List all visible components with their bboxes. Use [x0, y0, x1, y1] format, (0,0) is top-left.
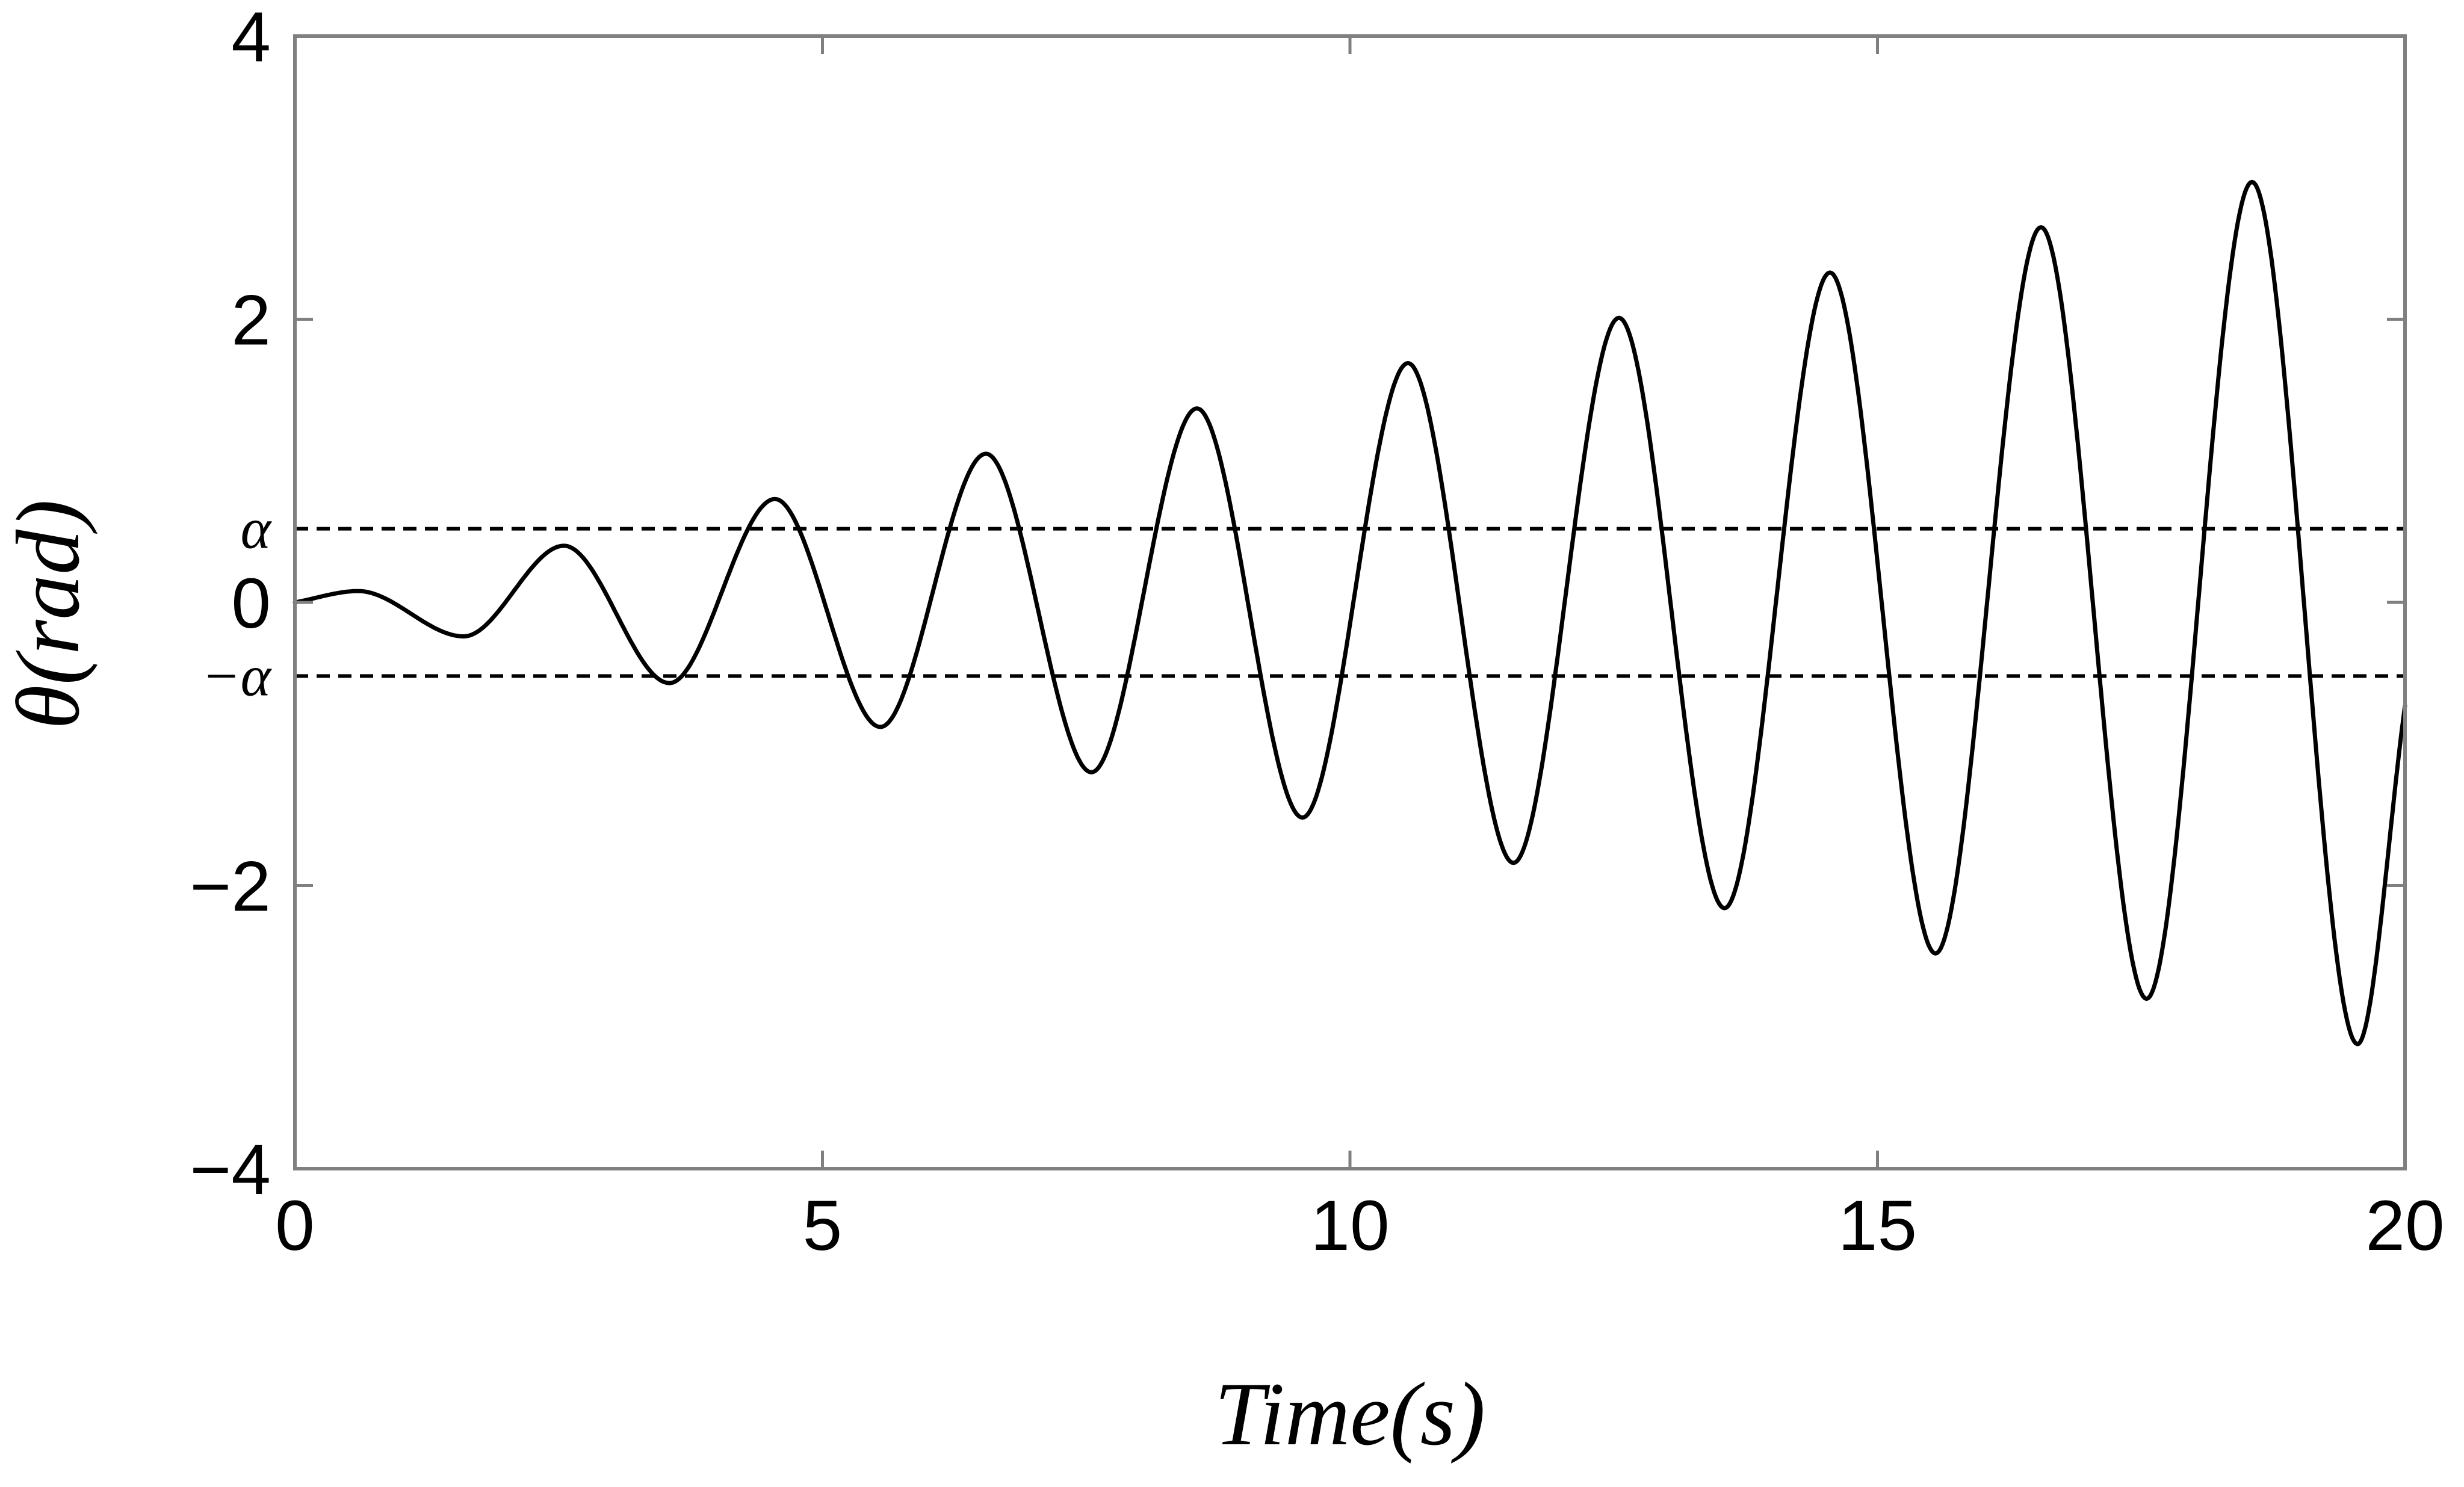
reference-line-label: α: [241, 496, 272, 561]
reference-lines: [295, 527, 2405, 678]
y-tick-label: 0: [231, 564, 271, 643]
ticks-layer: [293, 34, 2407, 1170]
y-tick-label: 4: [231, 0, 271, 77]
x-tick-label: 10: [1310, 1186, 1389, 1266]
y-tick-label: −4: [190, 1130, 271, 1210]
y-tick-label: −2: [190, 847, 271, 927]
x-axis-label: Time(s): [1215, 1364, 1485, 1464]
x-tick-label: 20: [2365, 1186, 2444, 1266]
x-tick-label: 0: [275, 1186, 315, 1266]
y-axis-label: θ(rad): [0, 499, 98, 729]
reference-line-labels: α −α: [202, 496, 272, 708]
y-tick-label: 2: [231, 281, 271, 360]
series-layer: [293, 179, 2407, 1046]
x-tick-label: 15: [1838, 1186, 1917, 1266]
series-line: [293, 179, 2407, 1046]
x-tick-label: 5: [803, 1186, 843, 1266]
reference-line-label: −α: [202, 643, 272, 708]
